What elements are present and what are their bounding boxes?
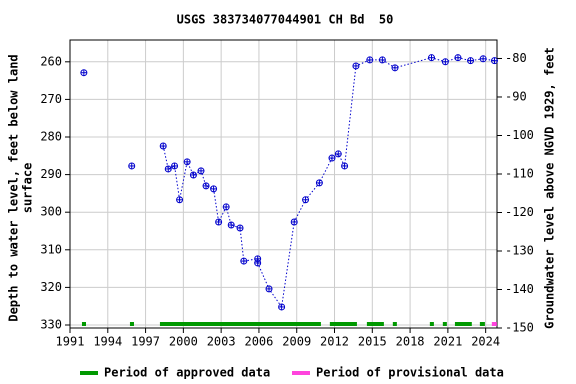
data-point: [80, 69, 88, 77]
chart-title: USGS 383734077044901 CH Bd 50: [177, 13, 394, 27]
x-tick-label: 2018: [396, 335, 425, 349]
x-tick-label: 2009: [282, 335, 311, 349]
data-point: [334, 150, 342, 158]
data-line: [162, 57, 495, 309]
data-point: [236, 224, 244, 232]
y2-tick-label: -130: [505, 243, 534, 257]
legend-label: Period of approved data: [104, 366, 270, 380]
x-tick-label: 2021: [433, 335, 462, 349]
y-tick-label: 280: [40, 130, 62, 144]
y-axis-label: surface: [21, 163, 35, 214]
data-point: [428, 54, 436, 62]
data-point: [254, 259, 262, 267]
y-tick-label: 290: [40, 167, 62, 181]
period-bar: [329, 322, 357, 326]
y2-tick-label: -100: [505, 128, 534, 142]
data-point: [222, 203, 230, 211]
x-tick-label: 2000: [169, 335, 198, 349]
data-point: [210, 185, 218, 193]
data-point: [391, 64, 399, 72]
data-point: [227, 221, 235, 229]
y-tick-label: 330: [40, 317, 62, 331]
period-bar: [454, 322, 472, 326]
y2-tick-label: -110: [505, 166, 534, 180]
data-point: [315, 179, 323, 187]
x-tick-label: 2012: [320, 335, 349, 349]
y-tick-label: 300: [40, 205, 62, 219]
x-tick-label: 2015: [358, 335, 387, 349]
y-axis-label: Depth to water level, feet below land: [7, 54, 21, 321]
x-tick-label: 2024: [471, 335, 500, 349]
y2-tick-label: -90: [505, 89, 527, 103]
period-bar: [392, 322, 397, 326]
data-point: [265, 285, 273, 293]
y2-tick-label: -80: [505, 51, 527, 65]
x-tick-label: 2003: [207, 335, 236, 349]
data-point: [215, 218, 223, 226]
data-point: [352, 62, 360, 70]
data-point: [240, 257, 248, 265]
data-point: [197, 167, 205, 175]
period-bar: [442, 322, 447, 326]
y2-tick-label: -120: [505, 205, 534, 219]
data-point: [490, 57, 498, 65]
data-point: [479, 55, 487, 63]
period-bar: [366, 322, 384, 326]
data-point: [183, 158, 191, 166]
data-point: [290, 218, 298, 226]
data-point: [171, 162, 179, 170]
data-point: [341, 162, 349, 170]
y-tick-label: 310: [40, 242, 62, 256]
y2-axis-label: Groundwater level above NGVD 1929, feet: [543, 47, 557, 329]
y-tick-label: 270: [40, 92, 62, 106]
x-tick-label: 1994: [93, 335, 122, 349]
y-tick-label: 320: [40, 280, 62, 294]
period-bar: [479, 322, 485, 326]
data-point: [159, 142, 167, 150]
period-bar: [429, 322, 434, 326]
y2-tick-label: -140: [505, 282, 534, 296]
period-bar: [129, 322, 134, 326]
plot-frame: [69, 39, 498, 329]
data-point: [454, 54, 462, 62]
x-tick-label: 2006: [244, 335, 273, 349]
period-bar: [491, 322, 497, 326]
data-point: [164, 165, 172, 173]
data-point: [302, 196, 310, 204]
data-point: [467, 57, 475, 65]
data-point: [278, 303, 286, 311]
period-bar: [81, 322, 86, 326]
period-bar: [159, 322, 321, 326]
data-point: [128, 162, 136, 170]
data-point: [176, 196, 184, 204]
data-point: [202, 182, 210, 190]
x-tick-label: 1997: [131, 335, 160, 349]
x-tick-label: 1991: [56, 335, 85, 349]
data-point: [189, 171, 197, 179]
y-tick-label: 260: [40, 54, 62, 68]
legend-label: Period of provisional data: [316, 366, 504, 380]
data-point: [441, 58, 449, 66]
data-point: [328, 154, 336, 162]
y2-tick-label: -150: [505, 321, 534, 335]
data-point: [366, 56, 374, 64]
data-point: [378, 56, 386, 64]
